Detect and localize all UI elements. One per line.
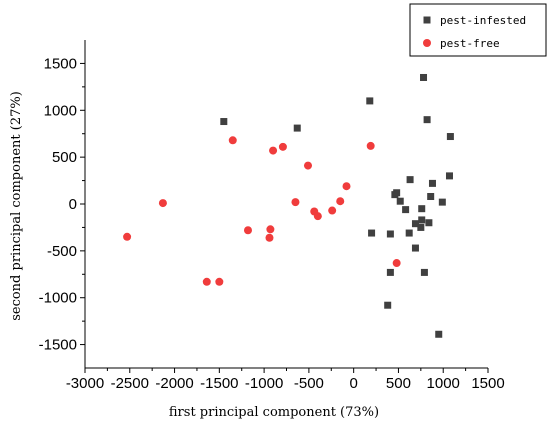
y-tick-label: -1000 xyxy=(39,290,77,307)
pest-free-point xyxy=(243,226,252,235)
y-axis-title: second principal component (27%) xyxy=(9,91,24,321)
pest-infested-point xyxy=(366,97,374,105)
legend-label-pest-free: pest-free xyxy=(440,37,500,50)
pest-infested-point xyxy=(420,268,428,276)
legend-box xyxy=(409,3,547,57)
y-tick-label: 1500 xyxy=(44,55,77,72)
pest-infested-point xyxy=(384,301,392,309)
pest-infested-point xyxy=(406,176,414,184)
pest-free-point xyxy=(328,206,337,215)
pest-free-point xyxy=(202,277,211,286)
x-tick-label: 1500 xyxy=(471,375,504,392)
pest-free-point xyxy=(265,233,274,242)
pest-free-point xyxy=(228,136,237,145)
pest-infested-point xyxy=(418,205,426,213)
pest-infested-point xyxy=(420,73,428,81)
pest-free-point xyxy=(392,259,401,268)
pest-free-point xyxy=(123,232,132,241)
x-tick-label: 1000 xyxy=(427,375,460,392)
x-axis-title: first principal component (73%) xyxy=(169,405,379,420)
x-tick-label: -1000 xyxy=(245,375,283,392)
pest-infested-point xyxy=(446,133,454,141)
pest-infested-point xyxy=(368,229,376,237)
pest-infested-point xyxy=(220,118,228,126)
pest-infested-point xyxy=(402,206,410,214)
pest-free-point xyxy=(278,142,287,151)
pest-infested-point xyxy=(435,330,443,338)
y-tick-label: 500 xyxy=(52,149,77,166)
x-tick-label: -3000 xyxy=(66,375,104,392)
x-tick-label: 500 xyxy=(386,375,411,392)
y-tick-label: -500 xyxy=(47,243,77,260)
pest-free-point xyxy=(215,277,224,286)
pest-infested-point xyxy=(438,198,446,206)
x-axis: -3000 -2500 -2000 -1500 -1000 -500 0 500 1000 150… xyxy=(66,368,505,392)
pest-free-point xyxy=(342,182,351,191)
pest-infested-point xyxy=(393,189,401,197)
y-tick-label: 1000 xyxy=(44,102,77,119)
y-tick-label: -1500 xyxy=(39,337,77,354)
plot-area xyxy=(84,40,488,369)
pest-free-point xyxy=(291,198,300,207)
x-tick-label: -1500 xyxy=(200,375,238,392)
pest-free-point xyxy=(303,161,312,170)
legend-label-pest-infested: pest-infested xyxy=(440,14,526,27)
pest-infested-point xyxy=(423,116,431,124)
pest-infested-point xyxy=(396,197,404,205)
pest-infested-point xyxy=(427,193,435,201)
pest-free-point xyxy=(158,199,167,208)
pest-free-point xyxy=(313,212,322,221)
pest-infested-point xyxy=(417,223,425,231)
pest-free-point xyxy=(269,146,278,155)
pest-infested-point xyxy=(386,268,394,276)
y-axis: -1500 -1000 -500 0 500 1000 1500 xyxy=(39,55,85,354)
y-tick-label: 0 xyxy=(69,196,77,213)
legend-marker-pest-infested xyxy=(423,16,431,24)
pest-infested-point xyxy=(418,216,426,224)
pest-free-point xyxy=(266,225,275,234)
pest-free-point xyxy=(366,141,375,150)
pest-infested-point xyxy=(428,179,436,187)
pest-infested-point xyxy=(386,230,394,238)
pest-infested-point xyxy=(445,172,453,180)
x-tick-label: -500 xyxy=(294,375,324,392)
pest-free-point xyxy=(336,197,345,206)
legend: pest-infested pest-free xyxy=(409,3,547,57)
pest-infested-point xyxy=(425,219,433,227)
pest-infested-point xyxy=(411,244,419,252)
pest-infested-point xyxy=(411,220,419,228)
x-tick-label: 0 xyxy=(349,375,357,392)
x-tick-label: -2500 xyxy=(111,375,149,392)
pest-infested-point xyxy=(405,229,413,237)
pest-infested-point xyxy=(293,124,301,132)
legend-marker-pest-free xyxy=(423,39,431,47)
x-tick-label: -2000 xyxy=(155,375,193,392)
data-points xyxy=(123,73,454,338)
